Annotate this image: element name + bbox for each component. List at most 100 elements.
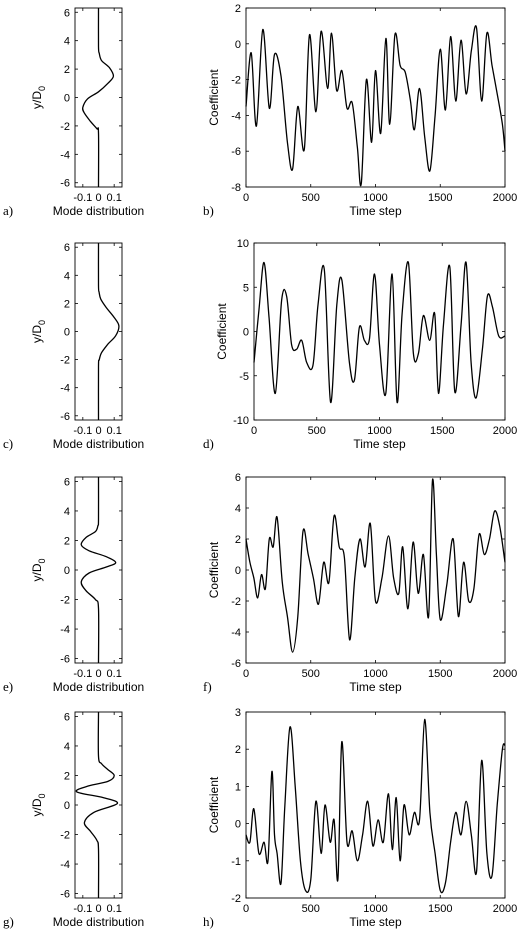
y-axis-label: Coefficient <box>215 303 229 360</box>
y-tick-label: 4 <box>64 506 70 518</box>
x-tick-label: 2000 <box>493 668 517 680</box>
x-tick-label: 0.1 <box>107 668 122 680</box>
y-tick-label: -2 <box>231 75 241 87</box>
series-line <box>75 711 119 899</box>
y-tick-label: 2 <box>64 298 70 310</box>
series-line <box>245 478 506 653</box>
y-tick-label: 6 <box>64 242 70 254</box>
series-line <box>80 476 117 664</box>
axes-frame <box>74 476 123 664</box>
y-tick-label: -2 <box>60 595 70 607</box>
y-axis-label: Coefficient <box>207 776 221 833</box>
axes-frame <box>245 476 506 664</box>
y-tick-label: 1 <box>235 781 241 793</box>
panel-d: 0 500 1000 1500 2000 -10 -5 0 5 10 Time step Coeffi… <box>203 238 517 451</box>
x-axis-label: Time step <box>349 915 402 929</box>
y-tick-label: 4 <box>64 741 70 753</box>
panel-label: e) <box>3 679 13 694</box>
x-tick-label: 0.1 <box>107 425 122 437</box>
y-tick-label: -6 <box>60 889 70 901</box>
panel-label: d) <box>203 436 214 451</box>
x-tick-label: -0.1 <box>73 903 92 915</box>
series-line <box>245 718 506 894</box>
axes-frame <box>253 242 506 421</box>
y-tick-label: 0 <box>243 327 249 339</box>
y-tick-label: 0 <box>64 327 70 339</box>
x-tick-label: 0.1 <box>107 903 122 915</box>
panel-label: b) <box>203 203 214 218</box>
x-tick-label: 0 <box>95 192 101 204</box>
x-tick-label: 1000 <box>363 668 387 680</box>
x-tick-label: 500 <box>302 903 320 915</box>
axes-frame <box>74 242 123 421</box>
x-tick-label: -0.1 <box>73 668 92 680</box>
y-tick-label: -2 <box>60 121 70 133</box>
y-tick-label: -4 <box>60 624 70 636</box>
y-tick-label: -2 <box>60 355 70 367</box>
panel-label: c) <box>3 436 13 451</box>
series-line <box>253 261 506 403</box>
axes-frame <box>74 711 123 899</box>
y-tick-label: 2 <box>64 770 70 782</box>
axes-frame <box>74 7 123 188</box>
x-tick-label: 0 <box>95 668 101 680</box>
x-tick-label: 1000 <box>363 192 387 204</box>
y-axis-label: y/D0 <box>30 558 47 581</box>
y-tick-label: 0 <box>64 800 70 812</box>
y-tick-label: 6 <box>235 472 241 484</box>
x-axis-label: Time step <box>349 204 402 218</box>
x-tick-label: 0 <box>95 425 101 437</box>
panel-label: g) <box>3 914 14 929</box>
series-line <box>82 7 115 188</box>
panel-b: 0 500 1000 1500 2000 -8 -6 -4 -2 0 2 Time step Coeff… <box>203 3 517 218</box>
y-axis-label: Coefficient <box>207 541 221 598</box>
y-tick-label: -2 <box>231 893 241 905</box>
y-axis-label: y/D0 <box>30 320 47 343</box>
y-tick-label: 0 <box>235 819 241 831</box>
panel-label: h) <box>203 914 214 929</box>
y-tick-label: -4 <box>60 383 70 395</box>
x-tick-label: 500 <box>302 192 320 204</box>
x-axis-label: Mode distribution <box>53 437 144 451</box>
panel-label: a) <box>3 203 13 218</box>
x-tick-label: 500 <box>302 668 320 680</box>
y-tick-label: 3 <box>235 707 241 719</box>
y-tick-label: 2 <box>235 534 241 546</box>
y-tick-label: 4 <box>235 503 241 515</box>
x-tick-label: 0.1 <box>107 192 122 204</box>
x-axis-label: Mode distribution <box>53 915 144 929</box>
y-tick-label: 0 <box>235 39 241 51</box>
y-tick-label: -1 <box>231 856 241 868</box>
y-tick-label: -10 <box>233 415 249 427</box>
y-tick-label: 5 <box>243 282 249 294</box>
y-axis-label: y/D0 <box>30 793 47 816</box>
y-tick-label: -4 <box>60 859 70 871</box>
axes-frame <box>245 711 506 899</box>
y-tick-label: 10 <box>237 238 249 250</box>
x-tick-label: 1000 <box>363 903 387 915</box>
y-tick-label: 2 <box>64 535 70 547</box>
x-axis-label: Mode distribution <box>53 204 144 218</box>
y-tick-label: 4 <box>64 36 70 48</box>
x-axis-label: Mode distribution <box>53 680 144 694</box>
x-tick-label: -0.1 <box>73 425 92 437</box>
x-tick-label: 1000 <box>367 425 391 437</box>
x-tick-label: 1500 <box>428 903 452 915</box>
y-tick-label: 2 <box>235 3 241 15</box>
y-tick-label: -4 <box>231 110 241 122</box>
y-tick-label: 6 <box>64 7 70 19</box>
x-tick-label: -0.1 <box>73 192 92 204</box>
x-tick-label: 2000 <box>493 425 517 437</box>
x-tick-label: 0 <box>243 903 249 915</box>
y-tick-label: -6 <box>60 178 70 190</box>
y-tick-label: -6 <box>231 146 241 158</box>
y-tick-label: -6 <box>231 658 241 670</box>
panel-f: 0 500 1000 1500 2000 -6 -4 -2 0 2 4 6 Time step Coeff… <box>203 472 517 694</box>
x-tick-label: 2000 <box>493 903 517 915</box>
x-tick-label: 0 <box>95 903 101 915</box>
